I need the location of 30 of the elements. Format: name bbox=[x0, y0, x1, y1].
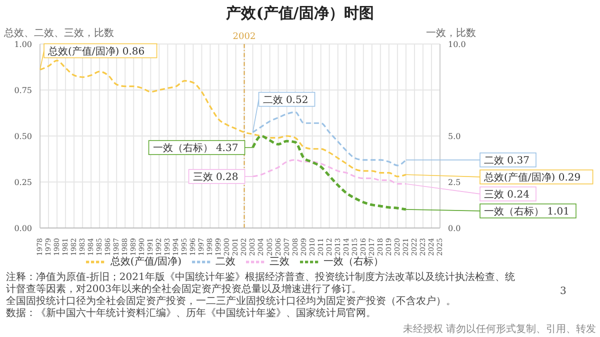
data-label: 总效(产值/固净) 0.86 bbox=[47, 45, 145, 58]
y2-tick-label: 10.0 bbox=[448, 40, 466, 49]
data-label: 二效 0.52 bbox=[262, 94, 308, 106]
text: 注释：净值为原值-折旧；2021年版《中国统计年鉴》根据经济普查、投资统计制度方法改革以及统计执法检查、统计督查等因素，对2003年以来的全社会固定资产投资总量以及增速进行了修订。 bbox=[6, 272, 516, 296]
y-tick-label: 0.75 bbox=[14, 86, 32, 95]
ref-line-label: 2002 bbox=[232, 32, 256, 42]
y2-tick-label: 5.0 bbox=[448, 132, 461, 141]
data-label: 总效(产值/固净) 0.29 bbox=[483, 171, 581, 184]
chart-title: 产效(产值/固净）时图 bbox=[225, 4, 375, 23]
text: 全国固投统计口径为全社会固定资产投资，一二三产业固投统计口径均为固定资产投资（不含农户）。 bbox=[6, 296, 457, 308]
data-label: 三效 0.28 bbox=[192, 172, 238, 183]
y-tick-label: 1.00 bbox=[14, 40, 32, 49]
y2-axis-title: 一效，比数 bbox=[425, 26, 476, 40]
y-tick-label: 0.50 bbox=[14, 132, 32, 141]
legend-label: 一效（右标） bbox=[324, 256, 384, 268]
data-label: 一效（右标） 4.37 bbox=[152, 142, 238, 154]
y2-tick-label: 2.5 bbox=[448, 178, 461, 187]
data-label: 一效（右标） 1.01 bbox=[484, 205, 570, 218]
y-tick-label: 0.00 bbox=[14, 224, 32, 233]
y2-tick-label: 0.0 bbox=[448, 224, 461, 233]
y-tick-label: 0.25 bbox=[14, 178, 32, 187]
text: 数据：《新中国六十年统计资料汇编》、历年《中国统计年鉴》、国家统计局官网。 bbox=[6, 308, 377, 320]
y-axis-title: 总效、二效、三效，比数 bbox=[4, 26, 114, 40]
text: 未经授权 请勿以任何形式复制、引用、转发 bbox=[402, 322, 596, 336]
legend-label: 三效 bbox=[270, 256, 290, 268]
legend-label: 二效 bbox=[216, 256, 236, 268]
legend-label: 总效(产值/固净) bbox=[110, 256, 182, 268]
data-label: 三效 0.24 bbox=[484, 189, 530, 200]
data-label: 二效 0.37 bbox=[484, 155, 530, 166]
text: 3 bbox=[560, 286, 566, 297]
